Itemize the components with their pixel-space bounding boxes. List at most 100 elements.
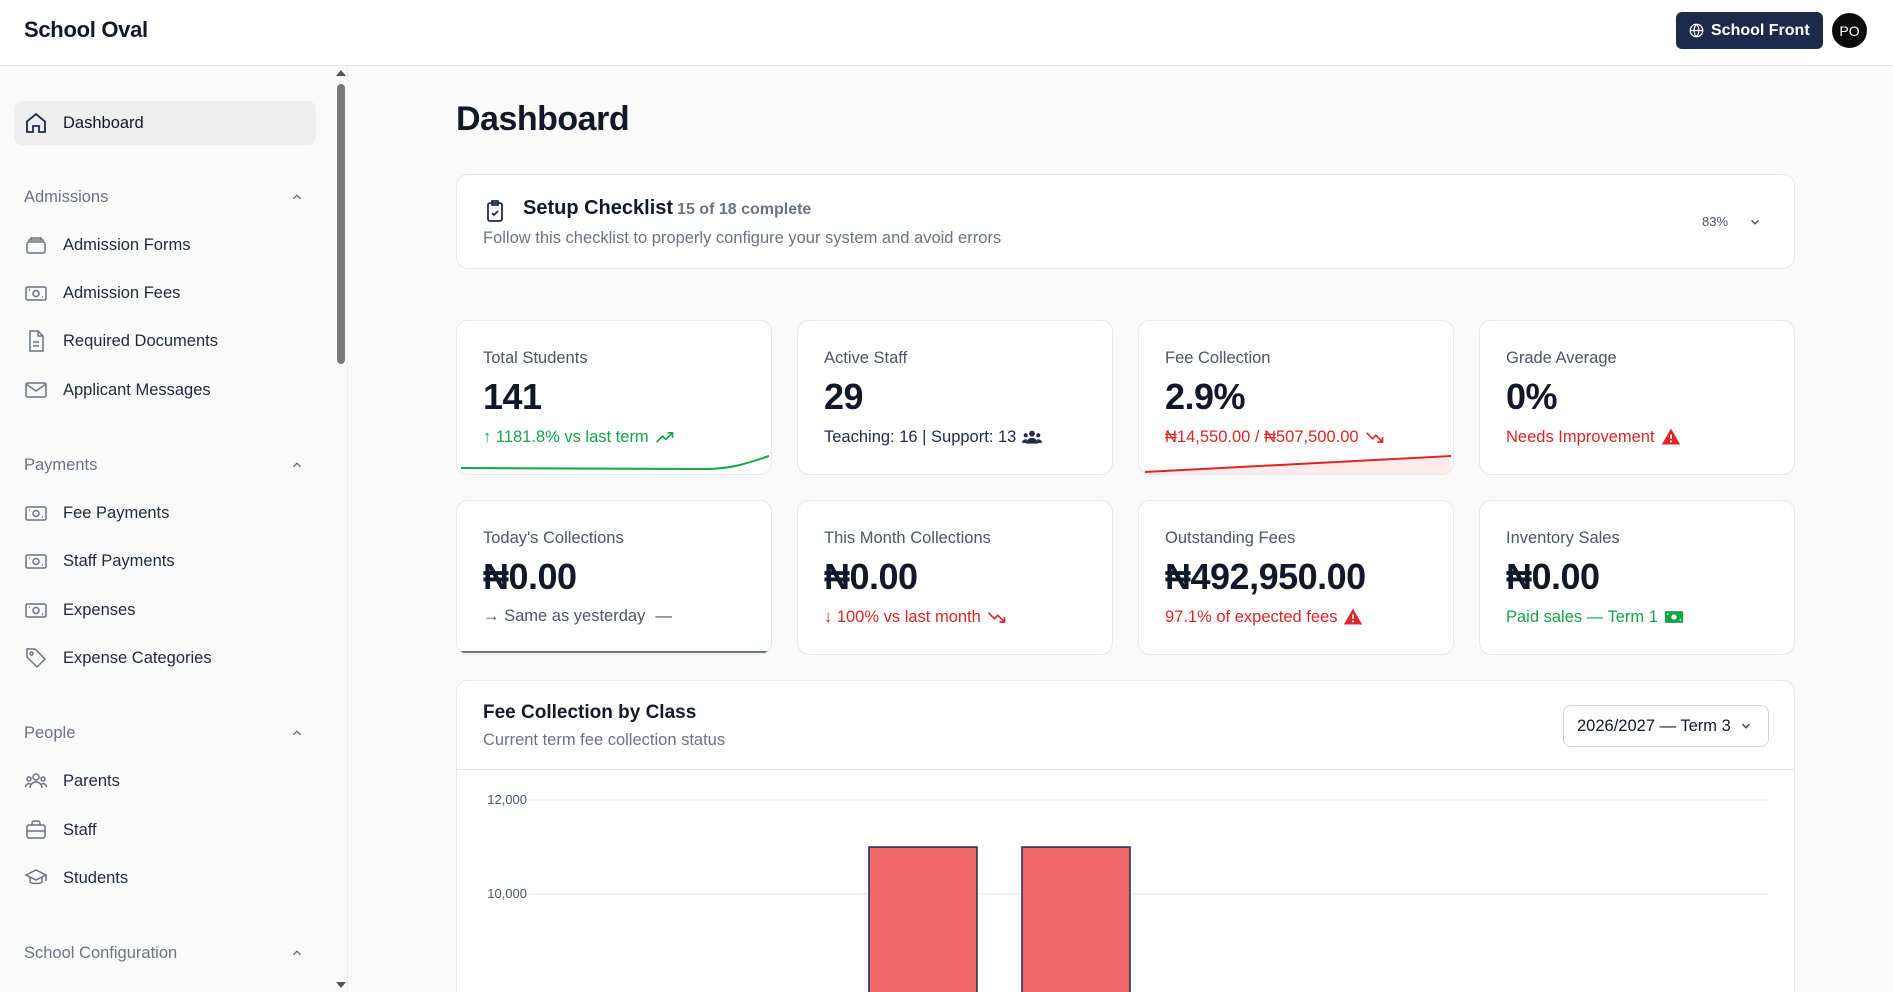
- chart-subtitle: Current term fee collection status: [483, 731, 726, 749]
- stat-sub: → Same as yesterday —: [483, 607, 672, 626]
- sidebar-item-label: Admission Fees: [63, 283, 181, 302]
- checklist-count: 15 of 18 complete: [677, 201, 812, 218]
- stat-label: Total Students: [483, 349, 588, 367]
- sidebar-item-expense-categories[interactable]: Expense Categories: [14, 636, 316, 680]
- inbox-stack-icon: [26, 237, 46, 254]
- group-label: Admissions: [24, 187, 109, 206]
- trend-down-icon: [1365, 432, 1383, 443]
- stat-sub-text: Paid sales — Term 1: [1506, 607, 1658, 626]
- stat-sub-text: ↑ 1181.8% vs last term: [483, 427, 649, 446]
- sparkline: [1144, 455, 1452, 474]
- fee-collection-bar-chart: 12,000 10,000: [487, 792, 1768, 992]
- sidebar-item-fee-payments[interactable]: Fee Payments: [14, 491, 316, 535]
- checklist-subtitle: Follow this checklist to properly config…: [483, 229, 1002, 247]
- stat-label: Today's Collections: [483, 529, 624, 547]
- chart-title: Fee Collection by Class: [483, 702, 697, 723]
- stat-sub-text: Teaching: 16 | Support: 13: [824, 427, 1017, 446]
- chart-bar[interactable]: [1021, 846, 1131, 992]
- stat-card-outstanding-fees[interactable]: Outstanding Fees ₦492,950.00 97.1% of ex…: [1138, 500, 1454, 655]
- stat-label: Grade Average: [1506, 349, 1617, 367]
- globe-icon: [1689, 23, 1704, 38]
- checklist-title-text: Setup Checklist: [523, 197, 674, 219]
- stat-sub-dash: —: [655, 607, 672, 625]
- warning-icon: [1344, 608, 1363, 625]
- stat-sub-text: ₦14,550.00 / ₦507,500.00: [1165, 427, 1359, 446]
- stat-card-inventory-sales[interactable]: Inventory Sales ₦0.00 Paid sales — Term …: [1479, 500, 1795, 655]
- chevron-down-icon[interactable]: [1748, 215, 1762, 229]
- checklist-title: Setup Checklist 15 of 18 complete: [523, 197, 811, 220]
- stat-sub-text: → Same as yesterday: [483, 607, 646, 625]
- sidebar: Dashboard Admissions Admission Forms Adm…: [0, 66, 348, 992]
- sidebar-item-applicant-messages[interactable]: Applicant Messages: [14, 368, 316, 412]
- sidebar-item-staff-payments[interactable]: Staff Payments: [14, 539, 316, 583]
- stat-card-this-month-collections[interactable]: This Month Collections ₦0.00 ↓ 100% vs l…: [797, 500, 1113, 655]
- stat-label: Fee Collection: [1165, 349, 1271, 367]
- sidebar-group-school-configuration[interactable]: School Configuration: [24, 941, 314, 965]
- sparkline: [458, 651, 770, 653]
- sidebar-item-label: Expense Categories: [63, 648, 212, 667]
- stat-sub: ↑ 1181.8% vs last term: [483, 427, 675, 447]
- sidebar-item-expenses[interactable]: Expenses: [14, 588, 316, 632]
- stat-label: This Month Collections: [824, 529, 991, 547]
- sidebar-item-dashboard[interactable]: Dashboard: [14, 101, 316, 145]
- envelope-icon: [25, 382, 47, 398]
- stat-label: Inventory Sales: [1506, 529, 1620, 547]
- stat-card-total-students[interactable]: Total Students 141 ↑ 1181.8% vs last ter…: [456, 320, 772, 475]
- scroll-down-arrow-icon[interactable]: [336, 982, 346, 988]
- sidebar-item-staff[interactable]: Staff: [14, 808, 316, 852]
- sidebar-item-label: Applicant Messages: [63, 380, 211, 399]
- stat-value: 0%: [1506, 376, 1558, 417]
- checklist-percent: 83%: [1702, 214, 1729, 229]
- banknote-icon: [25, 603, 47, 618]
- sidebar-group-people[interactable]: People: [24, 721, 314, 745]
- banknote-icon: [25, 286, 47, 301]
- users-group-icon: [24, 773, 48, 789]
- stat-sub: ↓ 100% vs last month: [824, 607, 1007, 627]
- trend-down-icon: [987, 612, 1006, 623]
- stat-value: ₦492,950.00: [1165, 556, 1366, 597]
- sidebar-item-required-documents[interactable]: Required Documents: [14, 319, 316, 363]
- stat-value: ₦0.00: [483, 556, 577, 597]
- school-front-button[interactable]: School Front: [1676, 12, 1823, 49]
- stat-card-active-staff[interactable]: Active Staff 29 Teaching: 16 | Support: …: [797, 320, 1113, 475]
- scroll-up-arrow-icon[interactable]: [336, 70, 346, 76]
- sidebar-item-admission-forms[interactable]: Admission Forms: [14, 223, 316, 267]
- school-front-label: School Front: [1711, 21, 1810, 39]
- stat-sub: Teaching: 16 | Support: 13: [824, 427, 1043, 447]
- stat-value: ₦0.00: [1506, 556, 1600, 597]
- banknote-icon: [25, 506, 47, 521]
- sidebar-group-admissions[interactable]: Admissions: [24, 185, 314, 209]
- trend-up-icon: [655, 432, 674, 443]
- page-title: Dashboard: [456, 100, 630, 138]
- sidebar-item-admission-fees[interactable]: Admission Fees: [14, 271, 316, 315]
- stat-card-grade-average[interactable]: Grade Average 0% Needs Improvement: [1479, 320, 1795, 475]
- sidebar-item-label: Expenses: [63, 600, 136, 619]
- stat-sub: 97.1% of expected fees: [1165, 607, 1363, 627]
- stat-sub: Paid sales — Term 1: [1506, 607, 1684, 627]
- users-icon: [1022, 430, 1043, 444]
- stat-value: 141: [483, 376, 542, 417]
- sidebar-item-label: Parents: [63, 771, 120, 790]
- setup-checklist[interactable]: Setup Checklist 15 of 18 complete Follow …: [456, 174, 1795, 269]
- brand-name[interactable]: School Oval: [24, 17, 148, 42]
- avatar[interactable]: PO: [1832, 13, 1867, 48]
- stat-sub: ₦14,550.00 / ₦507,500.00: [1165, 427, 1385, 447]
- stat-card-todays-collections[interactable]: Today's Collections ₦0.00 → Same as yest…: [456, 500, 772, 655]
- clipboard-check-icon: [487, 200, 503, 222]
- chevron-up-icon: [292, 730, 302, 736]
- stat-value: 2.9%: [1165, 376, 1246, 417]
- sidebar-group-payments[interactable]: Payments: [24, 453, 314, 477]
- term-select[interactable]: 2026/2027 — Term 3: [1563, 705, 1769, 747]
- chevron-up-icon: [292, 462, 302, 468]
- stat-sub-text: 97.1% of expected fees: [1165, 607, 1338, 626]
- sidebar-item-label: Staff Payments: [63, 551, 175, 570]
- chevron-up-icon: [292, 194, 302, 200]
- sidebar-item-students[interactable]: Students: [14, 856, 316, 900]
- sidebar-item-parents[interactable]: Parents: [14, 759, 316, 803]
- fee-collection-chart-card: Fee Collection by Class Current term fee…: [456, 680, 1795, 992]
- chart-bar[interactable]: [868, 846, 978, 992]
- group-label: People: [24, 723, 76, 742]
- sidebar-scroll-thumb[interactable]: [337, 84, 345, 364]
- stat-sub-text: Needs Improvement: [1506, 427, 1655, 446]
- stat-card-fee-collection[interactable]: Fee Collection 2.9% ₦14,550.00 / ₦507,50…: [1138, 320, 1454, 475]
